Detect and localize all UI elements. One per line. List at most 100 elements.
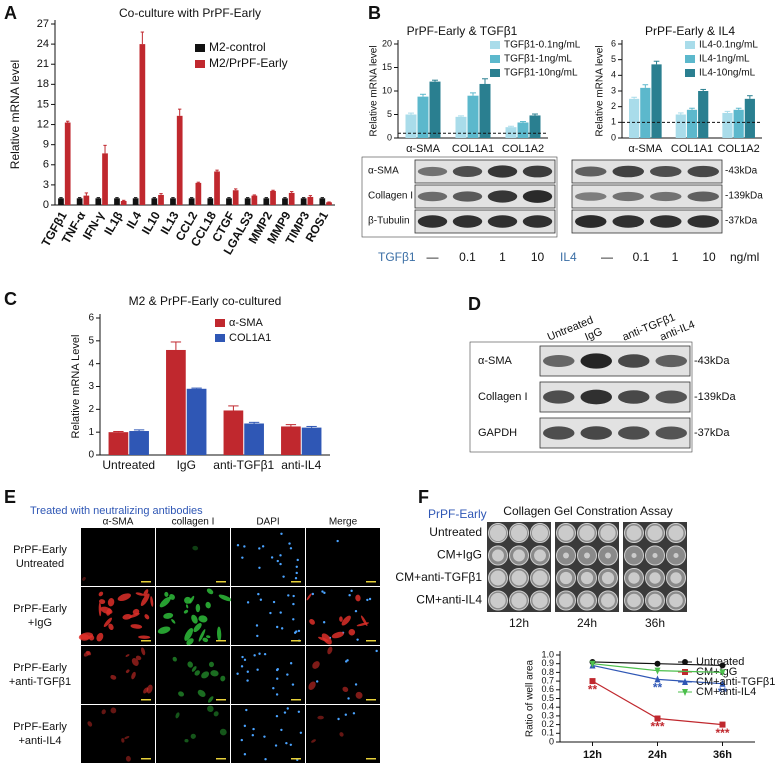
cell <box>213 711 219 717</box>
bar <box>467 95 479 138</box>
gel <box>673 552 679 559</box>
blot-size: -139kDa <box>694 391 736 403</box>
cell <box>195 603 201 613</box>
nucleus <box>323 591 326 595</box>
cell <box>327 646 333 655</box>
nucleus <box>272 600 276 604</box>
nucleus <box>236 672 239 675</box>
cell <box>220 675 226 682</box>
lane-label: 1 <box>672 250 679 264</box>
blot-band <box>417 166 448 177</box>
x-tick-label: IgG <box>177 458 196 472</box>
blot-band <box>543 390 575 404</box>
y-tick-label: 6 <box>43 159 49 171</box>
nucleus <box>283 711 287 714</box>
y-tick-label: 1.0 <box>541 649 554 659</box>
blot-band <box>618 426 650 440</box>
nucleus <box>287 594 290 597</box>
row-label: +anti-TGFβ1 <box>9 676 71 688</box>
y-tick-label: 5 <box>88 335 94 346</box>
lane-label: — <box>601 250 613 264</box>
cell <box>210 670 219 677</box>
significance: ** <box>653 681 663 695</box>
y-tick-label: 6 <box>88 313 94 324</box>
y-tick-label: 4 <box>88 358 94 369</box>
micro-title: Treated with neutralizing antibodies <box>30 505 203 517</box>
cell <box>189 595 195 604</box>
gel <box>600 525 616 541</box>
y-tick-label: 0.7 <box>541 675 554 685</box>
nucleus <box>275 693 279 696</box>
nucleus <box>344 713 348 716</box>
micro-image <box>306 705 380 763</box>
gel-title: Collagen Gel Constration Assay <box>503 504 672 518</box>
bar <box>686 109 698 138</box>
gel <box>631 552 637 559</box>
nucleus <box>297 629 301 633</box>
cell <box>100 606 113 615</box>
scale-bar <box>291 699 301 701</box>
y-axis-label: Relative mRNA level <box>595 45 606 136</box>
nucleus <box>263 735 266 738</box>
y-tick-label: 0 <box>387 132 392 142</box>
legend-swatch <box>215 319 225 327</box>
cell <box>125 669 130 674</box>
gel <box>605 552 611 559</box>
cell <box>146 684 153 694</box>
cell <box>135 655 142 661</box>
lane-label: — <box>427 250 439 264</box>
y-tick-label: 1 <box>611 117 616 127</box>
y-tick-label: 0.3 <box>541 710 554 720</box>
gel <box>649 572 661 584</box>
micro-image <box>156 528 230 586</box>
x-tick-label: 36h <box>713 749 732 761</box>
blot-row-label: Collagen I <box>478 391 528 403</box>
blot-size: -43kDa <box>725 166 758 177</box>
scale-bar <box>366 581 376 583</box>
y-tick-label: 0 <box>43 199 49 211</box>
row-label: Untreated <box>16 558 64 570</box>
time-label: 24h <box>577 616 597 630</box>
gel <box>511 570 527 586</box>
nucleus <box>275 625 279 629</box>
bar <box>405 114 417 138</box>
gel <box>490 570 506 586</box>
nucleus <box>294 577 298 580</box>
legend-swatch <box>490 69 500 77</box>
cell <box>206 588 214 595</box>
gel-row-label: CM+anti-IL4 <box>416 593 482 607</box>
bar <box>251 195 258 205</box>
cell <box>163 612 174 619</box>
bar <box>139 44 146 205</box>
panel-label: B <box>368 3 381 23</box>
cell <box>355 594 361 602</box>
blot-band <box>417 215 448 228</box>
x-tick-label: IL10 <box>139 209 163 237</box>
legend-label: TGFβ1-1ng/mL <box>504 54 572 65</box>
chart-title: Co-culture with PrPF-Early <box>119 6 261 20</box>
lane-label: 10 <box>702 250 716 264</box>
point <box>719 679 726 687</box>
row-label: PrPF-Early <box>13 603 67 615</box>
cell <box>331 631 344 639</box>
nucleus <box>346 659 349 662</box>
legend-label: IL4-10ng/mL <box>699 68 756 79</box>
nucleus <box>354 609 358 613</box>
cell <box>132 608 140 615</box>
row-label: +IgG <box>28 617 52 629</box>
nucleus <box>356 638 359 641</box>
cell <box>131 657 139 666</box>
bar <box>326 202 332 205</box>
x-tick-label: α-SMA <box>628 143 663 155</box>
scale-bar <box>291 581 301 583</box>
y-tick-label: 0 <box>88 450 94 461</box>
cell <box>171 618 176 624</box>
gel-row-label: Untreated <box>429 525 482 539</box>
panel-label: E <box>4 487 16 507</box>
x-tick-label: COL1A2 <box>718 143 760 155</box>
panel-label: D <box>468 294 481 314</box>
gel <box>510 524 528 542</box>
nucleus <box>289 743 293 747</box>
bar <box>129 431 149 455</box>
y-tick-label: 0.6 <box>541 684 554 694</box>
